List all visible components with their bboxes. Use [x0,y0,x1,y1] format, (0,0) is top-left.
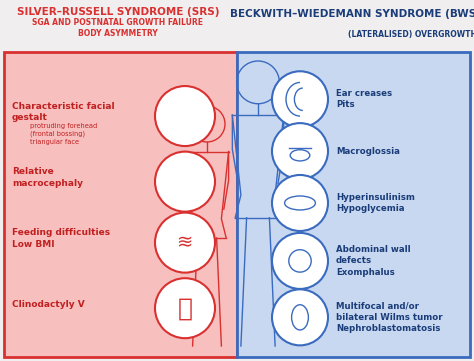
Circle shape [272,123,328,179]
Text: Abdominal wall
defects
Exomphalus: Abdominal wall defects Exomphalus [336,245,410,277]
Circle shape [155,213,215,273]
Text: SILVER–RUSSELL SYNDROME (SRS): SILVER–RUSSELL SYNDROME (SRS) [17,7,219,17]
Circle shape [155,86,215,146]
Text: Ear creases
Pits: Ear creases Pits [336,89,392,109]
Text: BECKWITH–WIEDEMANN SYNDROME (BWS): BECKWITH–WIEDEMANN SYNDROME (BWS) [230,9,474,19]
Text: Characteristic facial
gestalt: Characteristic facial gestalt [12,102,115,122]
Circle shape [155,152,215,212]
FancyBboxPatch shape [237,52,470,357]
Text: (LATERALISED) OVERGROWTH: (LATERALISED) OVERGROWTH [348,30,474,39]
FancyBboxPatch shape [4,52,237,357]
Text: Multifocal and/or
bilateral Wilms tumor
Nephroblastomatosis: Multifocal and/or bilateral Wilms tumor … [336,302,443,333]
Text: protruding forehead
(frontal bossing)
triangular face: protruding forehead (frontal bossing) tr… [30,123,97,145]
Text: Hyperinsulinism
Hypoglycemia: Hyperinsulinism Hypoglycemia [336,193,415,213]
Circle shape [272,175,328,231]
Circle shape [272,290,328,345]
Text: Macroglossia: Macroglossia [336,147,400,156]
Text: ✋: ✋ [177,296,192,320]
Circle shape [272,71,328,127]
Text: Feeding difficulties
Low BMI: Feeding difficulties Low BMI [12,229,110,249]
Circle shape [155,278,215,338]
Text: SGA AND POSTNATAL GROWTH FAILURE
BODY ASYMMETRY: SGA AND POSTNATAL GROWTH FAILURE BODY AS… [33,18,203,38]
Text: Clinodactyly V: Clinodactyly V [12,300,85,309]
Text: ≋: ≋ [177,233,193,252]
Circle shape [272,233,328,289]
Text: Relative
macrocephaly: Relative macrocephaly [12,168,83,188]
